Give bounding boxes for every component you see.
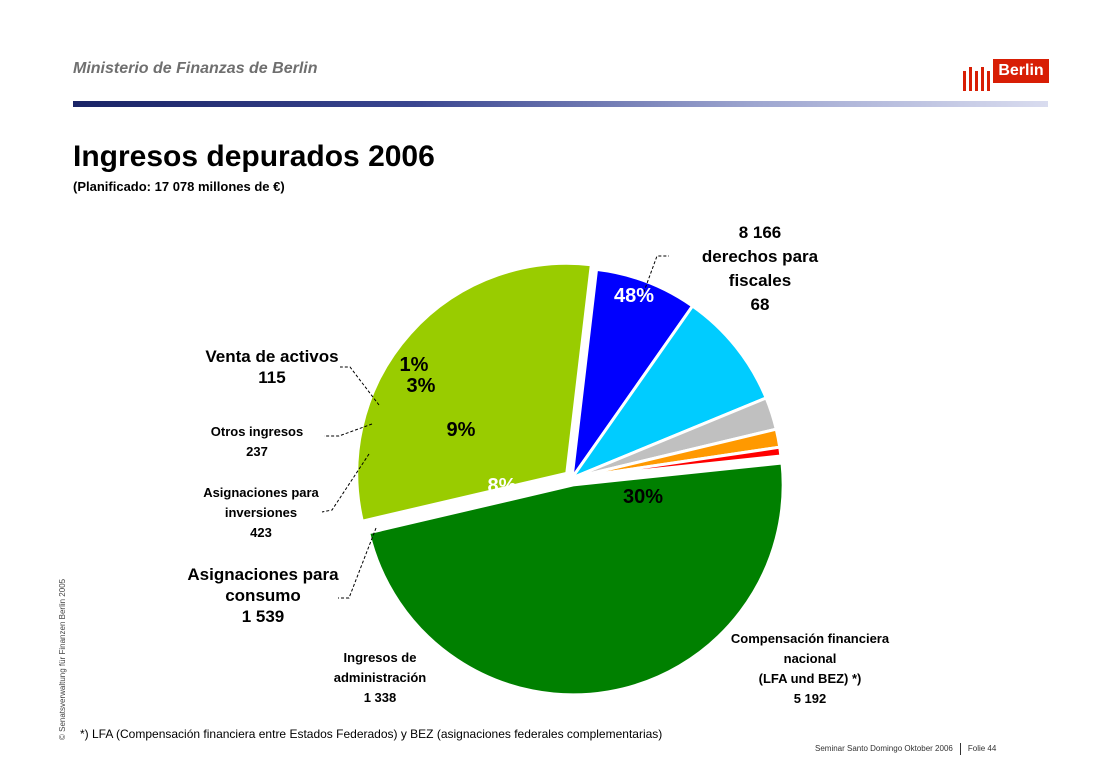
footnote: *) LFA (Compensación financiera entre Es…: [80, 727, 663, 741]
page-subtitle: (Planificado: 17 078 millones de €): [73, 179, 285, 194]
pie-slices: [355, 261, 785, 697]
slice-label-admin: Ingresos de administración 1 338: [334, 650, 427, 705]
slice-label-consumo: Asignaciones para consumo 1 539: [187, 565, 339, 626]
percent-label-lfa: 30%: [623, 486, 663, 508]
pie-slice-lfa: [355, 261, 593, 524]
pie-slice-consumo: [567, 303, 769, 482]
copyright-note: © Senatsverwaltung für Finanzen Berlin 2…: [58, 578, 67, 740]
berlin-logo: Berlin: [963, 57, 1049, 91]
footer-page: Folie 44: [967, 744, 997, 754]
footer-separator: [959, 743, 961, 755]
slice-labels: 8 166 derechos para fiscales 68 Compensación…: [187, 223, 889, 706]
page-title: Ingresos depurados 2006: [73, 140, 435, 173]
leader-line-venta: [340, 366, 380, 406]
pie-slice-admin: [570, 267, 695, 479]
percent-labels: 48% 30% 8% 9% 3%1%: [400, 285, 664, 508]
percent-label-tax: 48%: [614, 285, 654, 307]
percent-label-otros: 3%: [407, 375, 436, 397]
slice-label-lfa: Compensación financiera nacional (LFA und …: [731, 631, 890, 706]
slice-label-tax: 8 166 derechos para fiscales 68: [702, 223, 819, 314]
percent-label-inversiones: 9%: [447, 419, 476, 441]
slice-label-otros: Otros ingresos 237: [211, 424, 303, 459]
leader-line-otros: [324, 423, 373, 437]
footer: Seminar Santo Domingo Oktober 2006 Folie …: [815, 743, 996, 755]
bear-bars-icon: [963, 67, 990, 91]
slice-label-inversiones: Asignaciones para inversiones 423: [203, 485, 319, 540]
ministry-name: Ministerio de Finanzas de Berlin: [73, 60, 318, 77]
leader-line-consumo: [338, 527, 377, 599]
leader-line-tax: [641, 255, 669, 298]
pie-slice-tax: [366, 461, 785, 697]
slice-label-venta: Venta de activos 115: [205, 347, 338, 387]
leader-line-inversiones: [321, 453, 370, 513]
leader-lines: [321, 255, 669, 599]
logo-text: Berlin: [993, 59, 1049, 83]
footer-event: Seminar Santo Domingo Oktober 2006: [815, 744, 953, 754]
pie-slice-venta: [571, 445, 783, 480]
header-rule: [73, 101, 1048, 107]
percent-label-venta: 1%: [400, 354, 429, 376]
percent-label-consumo: 8%: [488, 475, 517, 497]
